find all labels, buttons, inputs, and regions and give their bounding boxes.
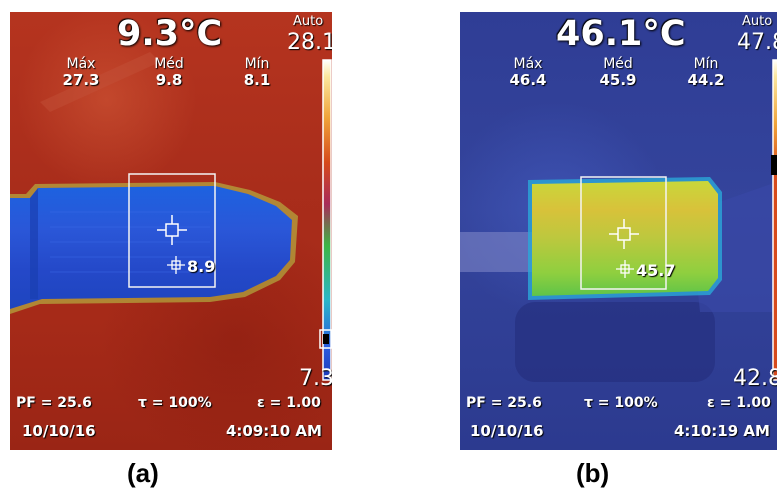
- stat-max-label: Máx: [58, 56, 104, 72]
- temperature-readout: 46.1°C: [556, 14, 686, 54]
- stat-min: Mín 8.1: [234, 56, 280, 88]
- stat-min-label: Mín: [683, 56, 729, 72]
- scale-min-value: 42.8: [733, 366, 777, 391]
- stat-max-value: 27.3: [58, 72, 104, 88]
- stat-max: Máx 46.4: [505, 56, 551, 88]
- scale-max-value: 47.8: [737, 30, 777, 55]
- scale-pointer-icon: [771, 155, 777, 175]
- stat-min-value: 44.2: [683, 72, 729, 88]
- stat-avg: Méd 45.9: [595, 56, 641, 88]
- stat-max: Máx 27.3: [58, 56, 104, 88]
- time-stamp: 4:10:19 AM: [674, 422, 770, 440]
- thermal-image-a: 9.3°C Auto 28.1 Máx 27.3 Méd 9.8 Mín 8.1…: [10, 12, 332, 450]
- stat-avg: Méd 9.8: [146, 56, 192, 88]
- stat-min-label: Mín: [234, 56, 280, 72]
- spot-value: 45.7: [636, 261, 675, 280]
- caption-a: (a): [127, 458, 159, 489]
- stat-max-value: 46.4: [505, 72, 551, 88]
- epsilon-value: ε = 1.00: [257, 395, 321, 411]
- stat-avg-label: Méd: [595, 56, 641, 72]
- stat-avg-label: Méd: [146, 56, 192, 72]
- date-stamp: 10/10/16: [22, 422, 96, 440]
- pf-value: PF = 25.6: [466, 395, 542, 411]
- time-stamp: 4:09:10 AM: [226, 422, 322, 440]
- caption-b: (b): [576, 458, 609, 489]
- stat-min: Mín 44.2: [683, 56, 729, 88]
- color-scale-bar-a: [323, 60, 331, 380]
- temperature-readout: 9.3°C: [117, 14, 222, 54]
- tau-value: τ = 100%: [138, 395, 212, 411]
- stat-avg-value: 9.8: [146, 72, 192, 88]
- pf-value: PF = 25.6: [16, 395, 92, 411]
- stat-max-label: Máx: [505, 56, 551, 72]
- stat-avg-value: 45.9: [595, 72, 641, 88]
- date-stamp: 10/10/16: [470, 422, 544, 440]
- thermal-image-b: 46.1°C Auto 47.8 Máx 46.4 Méd 45.9 Mín 4…: [460, 12, 777, 450]
- epsilon-value: ε = 1.00: [707, 395, 771, 411]
- color-scale-bar-b: [773, 60, 777, 380]
- auto-label: Auto: [742, 14, 772, 29]
- spot-value: 8.9: [187, 257, 215, 276]
- tau-value: τ = 100%: [584, 395, 658, 411]
- scale-max-value: 28.1: [287, 30, 332, 55]
- stat-min-value: 8.1: [234, 72, 280, 88]
- auto-label: Auto: [293, 14, 323, 29]
- scale-min-value: 7.3: [299, 366, 332, 391]
